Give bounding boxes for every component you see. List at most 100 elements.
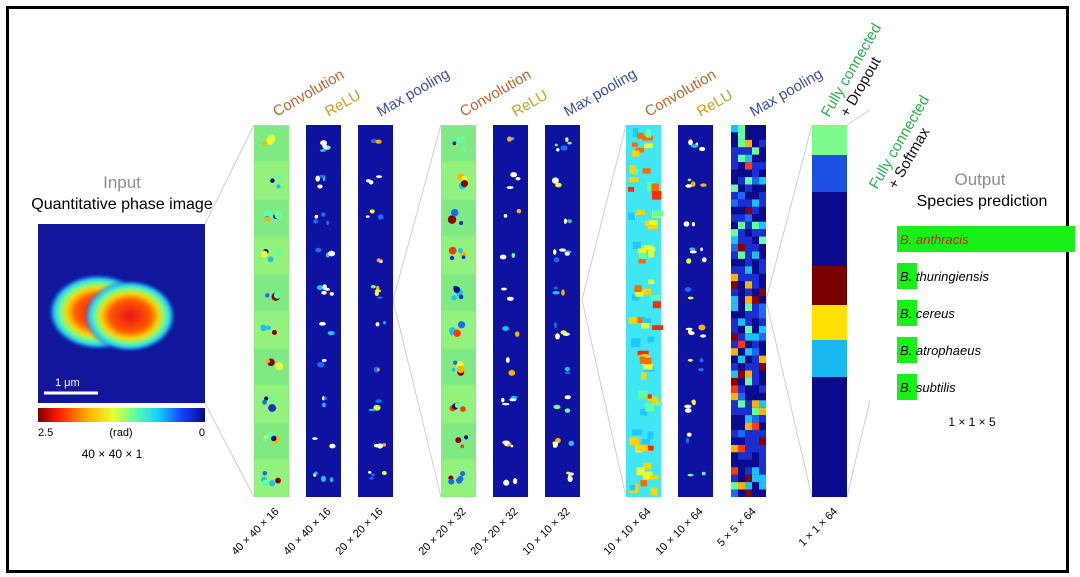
activation-spot (370, 138, 378, 144)
activation-spot (686, 432, 692, 437)
pooled-pixel (759, 407, 766, 416)
activation-spot (275, 362, 284, 371)
pooled-pixel (731, 266, 738, 274)
pooled-pixel (731, 325, 738, 334)
activation-spot (261, 479, 269, 487)
feature-map (507, 136, 515, 142)
pooled-pixel (752, 221, 759, 230)
pooled-pixel (731, 273, 738, 282)
activation-spot (687, 329, 692, 334)
pooled-pixel (759, 154, 766, 163)
activation-spot (265, 358, 270, 364)
pooled-pixel (752, 363, 759, 371)
feature-map-column (306, 125, 341, 497)
activation-spot (317, 361, 325, 368)
pooled-pixel (759, 281, 766, 289)
pooled-pixel (752, 444, 759, 453)
pooled-pixel (731, 430, 738, 438)
activation-spot (506, 186, 514, 189)
activation-spot (451, 367, 456, 372)
pooled-pixel (731, 407, 738, 416)
feature-map (554, 137, 572, 152)
input-dims: 40 × 40 × 1 (82, 447, 143, 461)
activation-spot (685, 184, 693, 188)
pooled-pixel (745, 355, 752, 364)
feature-map (551, 177, 562, 188)
feature-map (365, 209, 384, 220)
pooled-pixel (759, 251, 766, 259)
layer-dims-7: 10 × 10 × 64 (601, 506, 653, 558)
activation-spot (555, 182, 562, 188)
colorbar-max-label: 2.5 (38, 427, 53, 439)
prediction-5: B. subtilis (897, 374, 956, 400)
pooled-pixel (731, 206, 738, 215)
pooled-pixel (731, 437, 738, 445)
species-label: B. thuringiensis (900, 269, 989, 284)
feature-map (255, 312, 288, 348)
activation-spot (260, 324, 267, 332)
pooled-pixel (752, 430, 759, 438)
activation-spot (321, 290, 327, 295)
pooled-pixel (759, 355, 766, 364)
pooled-pixel (745, 474, 752, 483)
pooled-pixel (731, 139, 738, 148)
feature-map (564, 366, 571, 375)
activation-spot (312, 437, 318, 440)
feature-map (315, 247, 336, 258)
activation-spot (371, 473, 375, 477)
activation-spot (566, 471, 571, 475)
activation-spot (687, 358, 693, 362)
pooled-pixel (759, 400, 766, 408)
activation-spot (268, 396, 274, 402)
activation-spot (270, 178, 275, 183)
activation-patch (634, 285, 642, 292)
activation-spot (511, 252, 516, 258)
fc1-dims: 1 × 1 × 64 (797, 506, 841, 550)
feature-map (501, 395, 518, 406)
pooled-pixel (752, 489, 759, 497)
activation-spot (377, 296, 383, 299)
activation-spot (690, 181, 696, 187)
activation-spot (700, 247, 703, 252)
prediction-bars: B. anthracis B. thuringiensis B. cereus B. … (897, 226, 1075, 400)
pooled-pixel (738, 392, 745, 401)
activation-spot (450, 208, 459, 217)
pooled-pixel (745, 184, 752, 192)
pooled-pixel (738, 132, 745, 140)
feature-map (442, 237, 475, 273)
feature-map (629, 462, 659, 496)
activation-spot (267, 256, 274, 263)
feature-map (255, 274, 288, 310)
pooled-pixel (752, 311, 759, 319)
pooled-pixel (745, 385, 752, 393)
pooled-pixel (731, 467, 738, 475)
activation-spot (369, 476, 374, 480)
pooled-pixel (752, 191, 759, 200)
pooled-pixel (745, 214, 752, 222)
feature-map (312, 437, 336, 449)
activation-spot (268, 404, 277, 412)
feature-map (552, 286, 565, 296)
activation-spot (687, 296, 694, 300)
pooled-pixel (752, 422, 759, 431)
feature-map (375, 321, 386, 327)
pooled-pixel (759, 340, 766, 349)
pooled-pixel (752, 236, 759, 245)
activation-spot (448, 478, 455, 485)
layer-dims-5: 20 × 20 × 32 (468, 506, 520, 558)
feature-map (563, 218, 573, 224)
activation-patch (652, 210, 664, 217)
pooled-pixel (731, 184, 738, 192)
activation-spot (553, 286, 558, 290)
activation-spot (458, 294, 464, 300)
pooled-pixel (752, 407, 759, 416)
feature-map (442, 200, 475, 236)
pooled-pixel (752, 199, 759, 207)
pooled-pixel (759, 482, 766, 490)
fc-unit-segment (812, 125, 847, 155)
feature-map (442, 163, 475, 199)
feature-map-tile (442, 126, 475, 162)
activation-spot (314, 471, 318, 476)
feature-map (628, 165, 662, 200)
